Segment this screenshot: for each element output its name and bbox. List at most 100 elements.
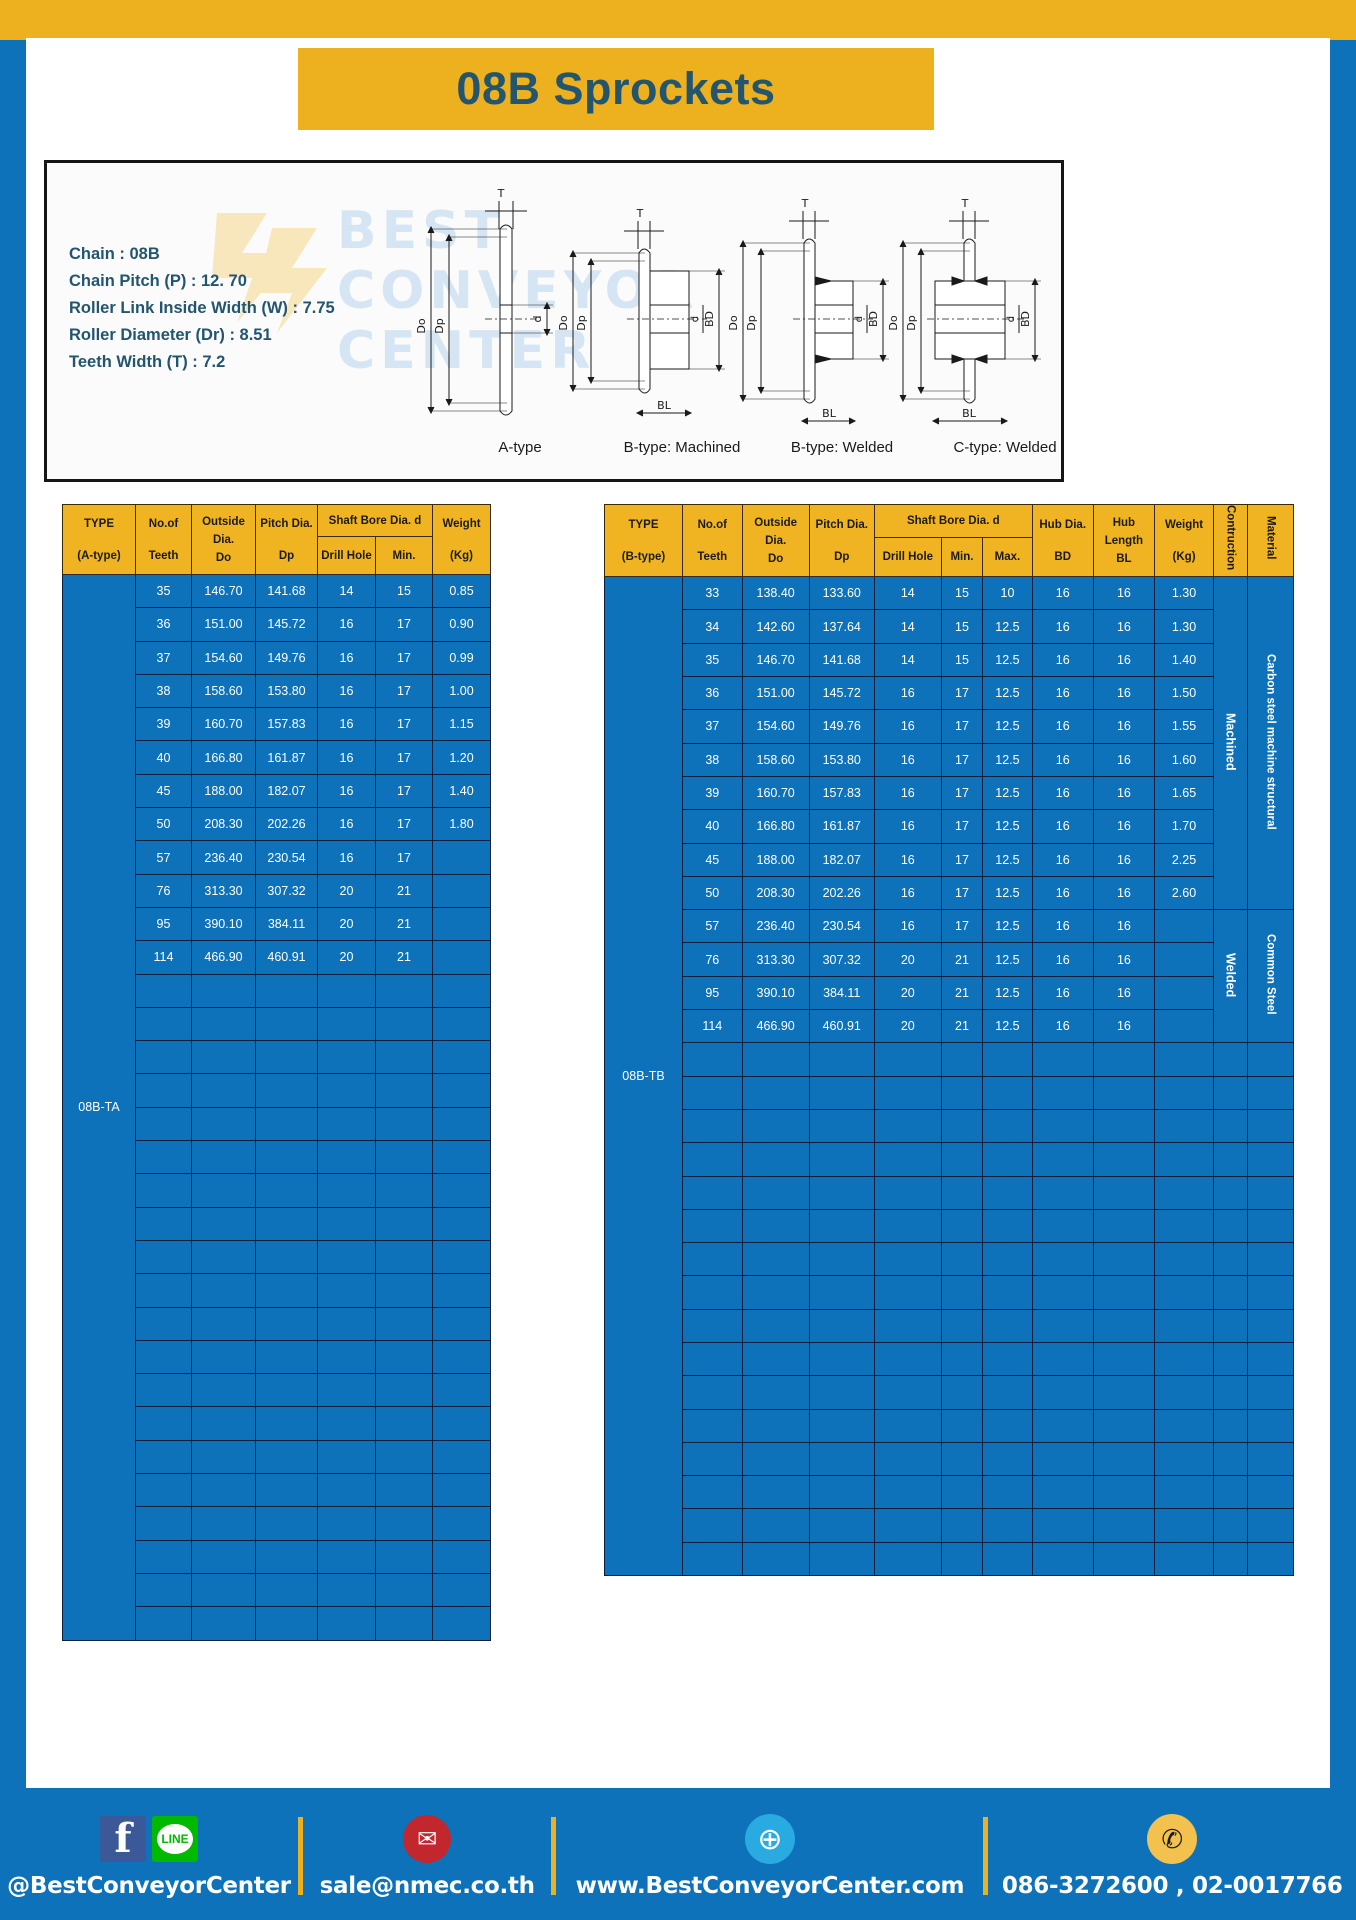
- cell-min: 17: [375, 840, 433, 875]
- cell-blank: [191, 1606, 256, 1641]
- cell-dp: [255, 1006, 318, 1042]
- cell-wt: [432, 873, 491, 908]
- th-b-shaft-bore-group: Shaft Bore Dia. d: [873, 504, 1033, 538]
- cell-do: 142.60: [741, 609, 810, 644]
- table-row: 39 160.70 157.83 16 17 1.15: [63, 707, 491, 742]
- cell-blank: [1154, 1508, 1214, 1543]
- cell-blank: [982, 1341, 1033, 1377]
- cell-do: 166.80: [741, 809, 810, 844]
- svg-text:BL: BL: [657, 399, 672, 412]
- table-row: 45 188.00 182.07 16 17 1.40: [63, 773, 491, 809]
- cell-blank: [1154, 1208, 1214, 1244]
- cell-blank: [135, 1106, 192, 1142]
- cell-blank: [1154, 1075, 1214, 1110]
- cell-min: 15: [940, 642, 984, 678]
- cell-max: 12.5: [982, 875, 1033, 911]
- cell-blank: [317, 1173, 376, 1208]
- th-b-teeth: No.of Teeth: [682, 503, 743, 578]
- cell-blank: [1154, 1042, 1214, 1077]
- table-a-type: TYPE (A-type) No.of Teeth Outside Dia. D…: [62, 504, 491, 1641]
- footer-phone-group[interactable]: ✆ 086-3272600 , 02-0017766: [988, 1813, 1356, 1899]
- drawing-b-type-welded: T Do Dp: [727, 197, 889, 425]
- cell-blank: [1031, 1375, 1094, 1410]
- cell-blank: [317, 1206, 376, 1241]
- cell-blank: [940, 1275, 984, 1310]
- cell-blank: [940, 1108, 984, 1144]
- footer-website-group[interactable]: ⊕ www.BestConveyorCenter.com: [556, 1813, 983, 1899]
- line-icon[interactable]: LINE: [152, 1816, 198, 1862]
- footer-divider-2: [551, 1817, 557, 1895]
- table-row-blank: [605, 1408, 1294, 1443]
- cell-blank: [1154, 1475, 1214, 1510]
- cell-blank: [1247, 1375, 1294, 1410]
- cell-blank: [1212, 1142, 1249, 1177]
- cell-do: 236.40: [741, 909, 810, 944]
- cell-blank: [682, 1175, 743, 1210]
- globe-icon[interactable]: ⊕: [744, 1814, 795, 1864]
- cell-wt: [1154, 942, 1214, 977]
- cell-blank: [255, 1572, 318, 1608]
- cell-bd: 16: [1031, 909, 1094, 944]
- cell-blank: [808, 1441, 875, 1477]
- cell-blank: [432, 1373, 491, 1408]
- cell-drill: 16: [317, 773, 376, 809]
- cell-blank: [191, 1040, 256, 1075]
- cell-dp: 307.32: [808, 942, 875, 977]
- cell-blank: [873, 1142, 942, 1177]
- cell-do: 138.40: [741, 576, 810, 611]
- cell-dp: 460.91: [808, 1009, 875, 1044]
- cell-do: 151.00: [741, 676, 810, 711]
- cell-blank: [432, 1339, 491, 1375]
- cell-blank: [1092, 1275, 1156, 1310]
- svg-text:BL: BL: [822, 407, 837, 420]
- cell-dp: 460.91: [255, 940, 318, 975]
- cell-blank: [741, 1508, 810, 1543]
- cell-blank: [808, 1508, 875, 1543]
- cell-bd: 16: [1031, 709, 1094, 744]
- cell-blank: [432, 1572, 491, 1608]
- footer-website[interactable]: www.BestConveyorCenter.com: [575, 1873, 965, 1899]
- svg-text:Dp: Dp: [433, 318, 446, 333]
- cell-blank: [1031, 1208, 1094, 1244]
- footer-email-group[interactable]: ✉ sale@nmec.co.th: [303, 1813, 551, 1899]
- th-b-weight: Weight (Kg): [1154, 503, 1214, 578]
- cell-blank: [317, 1073, 376, 1108]
- cell-blank: [191, 1173, 256, 1208]
- cell-blank: [1247, 1475, 1294, 1510]
- cell-do: [191, 1006, 256, 1042]
- footer-social-group[interactable]: f LINE @BestConveyorCenter: [0, 1813, 298, 1899]
- cell-blank: [191, 1539, 256, 1574]
- cell-blank: [1154, 1375, 1214, 1410]
- cell-max: 12.5: [982, 909, 1033, 944]
- cell-blank: [191, 1339, 256, 1375]
- footer-facebook-handle[interactable]: @BestConveyorCenter: [7, 1873, 291, 1899]
- page-title: 08B Sprockets: [456, 63, 776, 114]
- cell-blank: [982, 1475, 1033, 1510]
- cell-teeth: [135, 973, 192, 1008]
- cell-do: 154.60: [741, 709, 810, 744]
- tables-zone: TYPE (A-type) No.of Teeth Outside Dia. D…: [44, 503, 1312, 1774]
- cell-blank: [682, 1242, 743, 1277]
- phone-icon[interactable]: ✆: [1147, 1814, 1198, 1864]
- cell-blank: [432, 1173, 491, 1208]
- cell-blank: [191, 1073, 256, 1108]
- footer-phone[interactable]: 086-3272600 , 02-0017766: [1001, 1873, 1343, 1899]
- cell-drill: 14: [317, 573, 376, 609]
- cell-blank: [808, 1475, 875, 1510]
- cell-blank: [982, 1375, 1033, 1410]
- cell-max: 12.5: [982, 809, 1033, 844]
- footer-divider-3: [983, 1817, 989, 1895]
- email-icon[interactable]: ✉: [403, 1815, 452, 1863]
- cell-blank: [682, 1508, 743, 1543]
- cell-blank: [1092, 1175, 1156, 1210]
- cell-blank: [1092, 1208, 1156, 1244]
- cell-type-label: 08B-TA: [62, 574, 136, 1641]
- facebook-icon[interactable]: f: [100, 1816, 146, 1862]
- drawing-b-type-machined: T Do Dp: [557, 207, 725, 417]
- footer-email[interactable]: sale@nmec.co.th: [319, 1873, 535, 1899]
- cell-blank: [432, 1506, 491, 1541]
- cell-blank: [808, 1108, 875, 1144]
- cell-blank: [375, 1106, 433, 1142]
- cell-do: 390.10: [191, 906, 256, 942]
- cell-dp: 384.11: [255, 906, 318, 942]
